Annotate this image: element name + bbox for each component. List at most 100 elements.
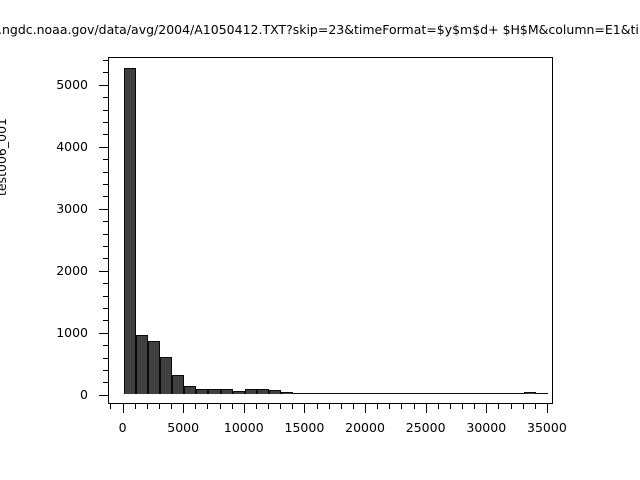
x-axis-minor-tick (401, 404, 403, 409)
x-axis-minor-tick (292, 404, 294, 409)
x-axis-tick (243, 404, 245, 413)
histogram-bar (220, 389, 233, 394)
x-axis-minor-tick (389, 404, 391, 409)
plot-area (108, 57, 553, 404)
histogram-bar (172, 375, 185, 394)
x-axis-minor-tick (437, 404, 439, 409)
x-axis-tick (122, 404, 124, 413)
y-axis-minor-tick (103, 184, 108, 186)
y-axis-tick (99, 332, 108, 334)
histogram-bar (341, 392, 354, 394)
x-axis-tick (425, 404, 427, 413)
x-axis-minor-tick (195, 404, 197, 409)
y-axis-minor-tick (103, 72, 108, 74)
histogram-bar (196, 388, 209, 394)
y-axis-tick-label: 0 (80, 386, 88, 402)
histogram-bar (535, 392, 548, 394)
x-axis-tick-label: 25000 (405, 420, 446, 435)
histogram-bar (329, 392, 342, 394)
x-axis-minor-tick (231, 404, 233, 409)
histogram-bar (438, 392, 451, 394)
x-axis-tick (546, 404, 548, 413)
y-axis-tick-label: 5000 (56, 76, 88, 92)
histogram-bar (184, 386, 197, 394)
y-axis-minor-tick (103, 196, 108, 198)
x-axis-minor-tick (462, 404, 464, 409)
x-axis-minor-tick (474, 404, 476, 409)
histogram-bar (511, 392, 524, 394)
y-axis-minor-tick (103, 320, 108, 322)
y-axis-tick-label: 1000 (56, 324, 88, 340)
x-axis-minor-tick (377, 404, 379, 409)
x-axis-tick-label: 15000 (284, 420, 325, 435)
y-axis-minor-tick (103, 60, 108, 62)
x-axis-minor-tick (171, 404, 173, 409)
y-axis-minor-tick (103, 382, 108, 384)
histogram-bar (499, 392, 512, 394)
x-axis-minor-tick (449, 404, 451, 409)
histogram-bar (305, 392, 318, 394)
x-axis-tick-label: 35000 (527, 420, 567, 435)
y-axis-tick (99, 146, 108, 148)
x-axis-minor-tick (268, 404, 270, 409)
x-axis-tick-label: 5000 (167, 420, 200, 435)
histogram-bar (487, 392, 500, 394)
x-axis-tick (365, 404, 367, 413)
y-axis-minor-tick (103, 283, 108, 285)
x-axis-minor-tick (255, 404, 257, 409)
x-axis-minor-tick (352, 404, 354, 409)
x-axis-minor-tick (207, 404, 209, 409)
y-axis-minor-tick (103, 159, 108, 161)
histogram-bar (317, 392, 330, 394)
x-axis-minor-tick (134, 404, 136, 409)
histogram-bar (414, 392, 427, 394)
y-axis-tick (99, 84, 108, 86)
x-axis-minor-tick (522, 404, 524, 409)
y-axis-minor-tick (103, 369, 108, 371)
histogram-bar (426, 392, 439, 394)
x-axis-minor-tick (316, 404, 318, 409)
x-axis-minor-tick (413, 404, 415, 409)
y-axis-minor-tick (103, 221, 108, 223)
histogram-bar (281, 391, 294, 394)
x-axis-minor-tick (534, 404, 536, 409)
figure-title-text: .ngdc.noaa.gov/data/avg/2004/A1050412.TX… (0, 22, 640, 37)
y-axis-minor-tick (103, 134, 108, 136)
histogram-bar (463, 392, 476, 394)
histogram-bar (135, 334, 148, 394)
x-axis-minor-tick (219, 404, 221, 409)
y-axis-minor-tick (103, 233, 108, 235)
x-axis-minor-tick (498, 404, 500, 409)
y-axis-minor-tick (103, 245, 108, 247)
histogram-bar (269, 390, 282, 394)
x-axis-minor-tick (146, 404, 148, 409)
x-axis-minor-tick (158, 404, 160, 409)
x-axis-tick (486, 404, 488, 413)
y-axis-minor-tick (103, 345, 108, 347)
x-axis-tick-label: 0 (118, 420, 127, 435)
y-axis-tick-label: 2000 (56, 262, 88, 278)
histogram-bar (523, 391, 536, 394)
histogram-bar (366, 392, 379, 394)
figure-title: .ngdc.noaa.gov/data/avg/2004/A1050412.TX… (0, 21, 640, 39)
histogram-bar (208, 389, 221, 394)
histogram-bar (390, 392, 403, 394)
y-axis-minor-tick (103, 307, 108, 309)
x-axis-tick-label: 30000 (466, 420, 507, 435)
y-axis-tick-label: 3000 (56, 200, 88, 216)
histogram-bar (450, 392, 464, 394)
histogram-bar (475, 392, 488, 394)
histogram-bar (244, 389, 257, 394)
y-axis-minor-tick (103, 97, 108, 99)
y-axis-tick (99, 394, 108, 396)
y-axis-minor-tick (103, 171, 108, 173)
y-axis-minor-tick (103, 109, 108, 111)
x-axis-tick-label: 20000 (345, 420, 385, 435)
y-axis-minor-tick (103, 357, 108, 359)
histogram-bar (378, 392, 391, 394)
x-axis-tick (183, 404, 185, 413)
x-axis-minor-tick (340, 404, 342, 409)
y-axis-tick (99, 208, 108, 210)
y-axis-minor-tick (103, 122, 108, 124)
